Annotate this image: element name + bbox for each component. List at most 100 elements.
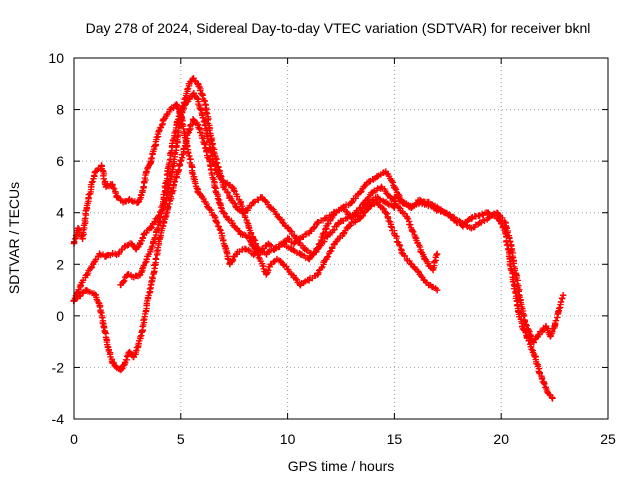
data-point xyxy=(369,188,377,196)
data-point xyxy=(273,255,281,263)
series-trace-e xyxy=(391,193,567,346)
data-point xyxy=(83,286,91,294)
data-point xyxy=(126,348,133,356)
data-point xyxy=(502,219,509,227)
data-point xyxy=(139,328,146,335)
data-point xyxy=(100,322,108,330)
data-point xyxy=(181,142,189,149)
data-point xyxy=(115,250,123,258)
data-point xyxy=(459,219,466,227)
data-point xyxy=(134,343,142,350)
data-point xyxy=(79,235,86,242)
data-point xyxy=(216,173,223,180)
data-point xyxy=(391,194,398,201)
data-point xyxy=(525,328,533,335)
data-point xyxy=(181,101,189,108)
data-point xyxy=(132,245,140,253)
data-point xyxy=(83,204,91,211)
data-point xyxy=(374,173,381,180)
data-point xyxy=(166,106,174,113)
data-point xyxy=(228,219,236,227)
data-point xyxy=(421,255,428,263)
data-point xyxy=(451,214,458,222)
y-tick-label: 6 xyxy=(56,153,64,169)
data-point xyxy=(275,214,283,222)
data-point xyxy=(190,90,197,98)
data-point xyxy=(399,199,407,206)
data-point xyxy=(493,209,501,216)
data-point xyxy=(408,261,415,268)
data-point xyxy=(113,194,120,201)
data-point xyxy=(245,235,253,242)
data-point xyxy=(164,168,172,175)
data-point xyxy=(538,328,545,335)
data-point xyxy=(203,127,210,134)
data-point xyxy=(143,302,150,309)
data-point xyxy=(143,255,150,263)
data-point xyxy=(226,261,234,268)
x-tick-label: 0 xyxy=(70,431,78,447)
data-point xyxy=(211,214,219,222)
data-point xyxy=(194,80,202,87)
data-point xyxy=(305,255,313,263)
data-point xyxy=(117,281,125,289)
x-tick-label: 20 xyxy=(493,431,509,447)
data-point xyxy=(433,204,441,211)
data-point xyxy=(205,204,212,211)
data-point xyxy=(263,250,270,258)
data-point xyxy=(263,271,270,278)
data-point xyxy=(517,297,524,304)
data-point xyxy=(265,240,272,247)
data-point xyxy=(442,209,449,216)
data-point xyxy=(77,281,84,289)
data-point xyxy=(113,364,120,371)
data-point xyxy=(290,240,298,247)
data-point xyxy=(476,219,484,227)
data-point xyxy=(339,204,347,211)
data-point xyxy=(194,96,202,103)
data-point xyxy=(169,142,176,149)
data-point xyxy=(416,196,424,204)
data-point xyxy=(314,271,321,278)
data-point xyxy=(186,127,193,134)
y-tick-label: 8 xyxy=(56,102,64,118)
data-point xyxy=(271,245,278,253)
data-point xyxy=(412,235,419,242)
data-point xyxy=(137,271,144,278)
data-point xyxy=(391,204,398,211)
data-point xyxy=(408,204,415,211)
data-point xyxy=(203,106,210,113)
data-point xyxy=(198,132,206,139)
data-point xyxy=(109,359,116,366)
data-point xyxy=(331,240,338,247)
data-point xyxy=(382,199,390,206)
data-point xyxy=(139,188,146,196)
data-point xyxy=(559,292,567,299)
data-point xyxy=(485,214,492,222)
data-point xyxy=(555,307,563,314)
data-point xyxy=(130,353,138,361)
data-point xyxy=(540,379,548,387)
data-point xyxy=(102,253,110,260)
data-point xyxy=(280,261,287,268)
data-point xyxy=(190,173,197,180)
data-point xyxy=(322,214,330,222)
data-point xyxy=(549,395,556,402)
data-point xyxy=(305,230,313,237)
data-point xyxy=(527,343,535,350)
data-point xyxy=(429,266,437,273)
data-point xyxy=(87,183,95,191)
series-trace-b xyxy=(70,116,441,374)
data-point xyxy=(186,96,193,103)
axis-ticks: 0 5 10 15 20 25 -4 -2 0 2 4 6 8 10 xyxy=(48,50,616,447)
series-trace-d xyxy=(117,90,398,289)
data-point xyxy=(288,271,296,278)
data-point xyxy=(339,230,347,237)
data-point xyxy=(416,271,424,278)
y-tick-label: -2 xyxy=(52,359,65,375)
data-point xyxy=(96,302,103,309)
data-point xyxy=(348,199,355,206)
data-point xyxy=(305,276,313,283)
data-point xyxy=(173,121,180,129)
